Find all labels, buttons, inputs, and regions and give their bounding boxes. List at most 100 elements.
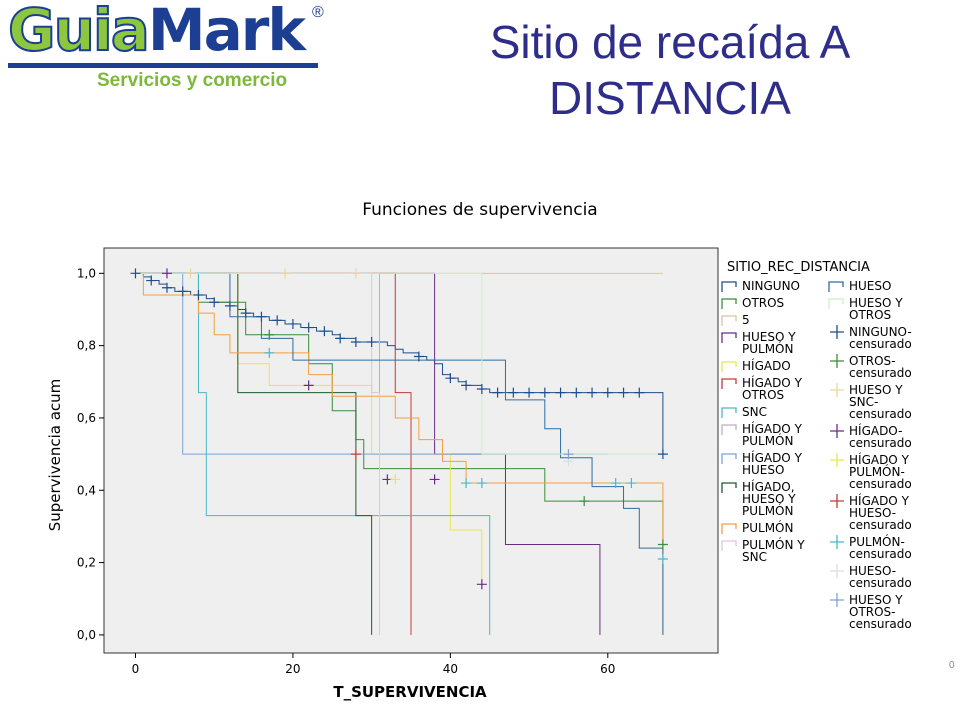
legend-label: HUESO Y OTROS — [849, 296, 903, 322]
legend-label: HÍGADO Y PULMÓN-censurado — [849, 452, 912, 491]
legend-label-line: NINGUNO- — [849, 325, 912, 339]
censor-mark — [264, 347, 275, 358]
legend-marker-plus — [830, 564, 844, 578]
chart-title: Funciones de supervivencia — [362, 200, 597, 220]
legend-label-line: HÍGADO Y — [849, 493, 910, 508]
censor-mark — [539, 387, 550, 398]
legend-label: HÍGADO Y HUESO-censurado — [849, 493, 912, 532]
series-line — [135, 272, 664, 635]
legend-marker-step — [721, 540, 737, 551]
x-tick-label: 20 — [285, 662, 300, 676]
legend-label-line: censurado — [849, 436, 912, 450]
legend-label-line: SNC — [742, 405, 767, 419]
legend-label-line: PULMÓN — [742, 503, 793, 518]
legend-label: HUESO Y OTROS-censurado — [849, 593, 912, 631]
legend-label-line: PULMÓN- — [849, 464, 905, 479]
legend-marker-step — [721, 407, 737, 418]
legend-marker-step — [721, 424, 737, 435]
censor-mark — [587, 387, 598, 398]
censor-mark — [602, 387, 613, 398]
logo-tagline: Servicios y comercio — [97, 70, 288, 91]
guiamark-logo: GuiaMark ® Servicios y comercio — [0, 0, 340, 100]
logo-wordmark: GuiaMark — [7, 0, 306, 65]
censor-mark — [618, 387, 629, 398]
legend-label-line: censurado — [849, 407, 912, 421]
legend-marker-step — [721, 361, 737, 372]
censor-mark — [563, 449, 574, 460]
censor-mark — [626, 478, 637, 489]
legend-marker-plus — [830, 424, 844, 438]
censor-mark — [209, 297, 220, 308]
y-tick-label: 0,2 — [77, 556, 96, 570]
legend-label-line: censurado — [849, 617, 912, 631]
legend-label-line: censurado — [849, 477, 912, 491]
legend-label: 5 — [742, 313, 750, 327]
legend-marker-step — [721, 453, 737, 464]
censor-mark — [280, 268, 291, 279]
legend-label-line: PULMÓN- — [849, 534, 905, 549]
legend-label-line: 5 — [742, 313, 750, 327]
y-tick-label: 0,4 — [77, 483, 96, 497]
legend-label-line: HUESO- — [849, 506, 896, 520]
censor-mark — [161, 268, 172, 279]
legend-label-line: censurado — [849, 518, 912, 532]
legend-label: HUESO-censurado — [849, 564, 912, 590]
legend-label-line: censurado — [849, 366, 912, 380]
x-tick-label: 40 — [443, 662, 458, 676]
x-axis-label: T_SUPERVIVENCIA — [333, 683, 487, 701]
legend-marker-step — [721, 332, 737, 343]
censor-mark — [287, 318, 298, 329]
censor-mark — [224, 300, 235, 311]
censor-mark — [461, 478, 472, 489]
legend-label: HÍGADO Y OTROS — [742, 375, 803, 402]
censor-mark — [610, 478, 621, 489]
censor-mark — [272, 315, 283, 326]
axes: 0,0 0,2 0,4 0,6 0,8 1,0 0 20 40 60 — [77, 266, 616, 676]
censor-mark — [335, 333, 346, 344]
legend-marker-plus — [830, 593, 844, 607]
y-tick-label: 1,0 — [77, 266, 96, 280]
censor-mark — [185, 268, 196, 279]
censor-mark — [555, 387, 566, 398]
legend-label-line: PULMÓN Y — [742, 537, 805, 552]
legend-marker-step — [721, 298, 737, 309]
legend-label-line: PULMÓN — [742, 341, 793, 356]
legend-label: OTROS-censurado — [849, 354, 912, 380]
legend-label: HÍGADO — [742, 358, 791, 373]
legend-label-line: HÍGADO, — [742, 479, 795, 494]
censor-mark — [429, 474, 440, 485]
legend-marker-plus — [830, 494, 844, 508]
legend-marker-plus — [830, 535, 844, 549]
legend-label-line: PULMÓN — [742, 433, 793, 448]
censor-mark — [193, 290, 204, 301]
censor-mark — [492, 387, 503, 398]
legend-title: SITIO_REC_DISTANCIA — [727, 260, 870, 275]
censor-mark — [571, 387, 582, 398]
legend-marker-step — [721, 281, 737, 292]
legend-marker-plus — [830, 383, 844, 397]
legend-marker-step — [721, 523, 737, 534]
legend-label: SNC — [742, 405, 767, 419]
legend-marker-plus — [830, 325, 844, 339]
censor-mark — [657, 449, 668, 460]
censor-mark — [524, 387, 535, 398]
series-line — [135, 272, 664, 635]
censor-mark — [130, 268, 141, 279]
legend-label: NINGUNO-censurado — [849, 325, 912, 351]
legend-marker-plus — [830, 354, 844, 368]
legend-label-line: HÍGADO- — [849, 423, 902, 438]
legend-label-line: OTROS — [742, 296, 784, 310]
censor-mark — [350, 337, 361, 348]
slide-title: Sitio de recaída A DISTANCIA — [430, 14, 910, 126]
legend-label: HUESO Y SNC-censurado — [849, 383, 912, 421]
censor-mark — [579, 496, 590, 507]
legend-label-line: HÍGADO Y — [849, 452, 910, 467]
legend-label-line: HUESO Y — [849, 296, 903, 310]
legend-label-line: SNC- — [849, 395, 878, 409]
censor-mark — [476, 579, 487, 590]
censor-mark — [319, 326, 330, 337]
legend-marker-step — [721, 378, 737, 389]
censor-mark — [256, 311, 267, 322]
legend-label-line: HÍGADO — [742, 358, 791, 373]
